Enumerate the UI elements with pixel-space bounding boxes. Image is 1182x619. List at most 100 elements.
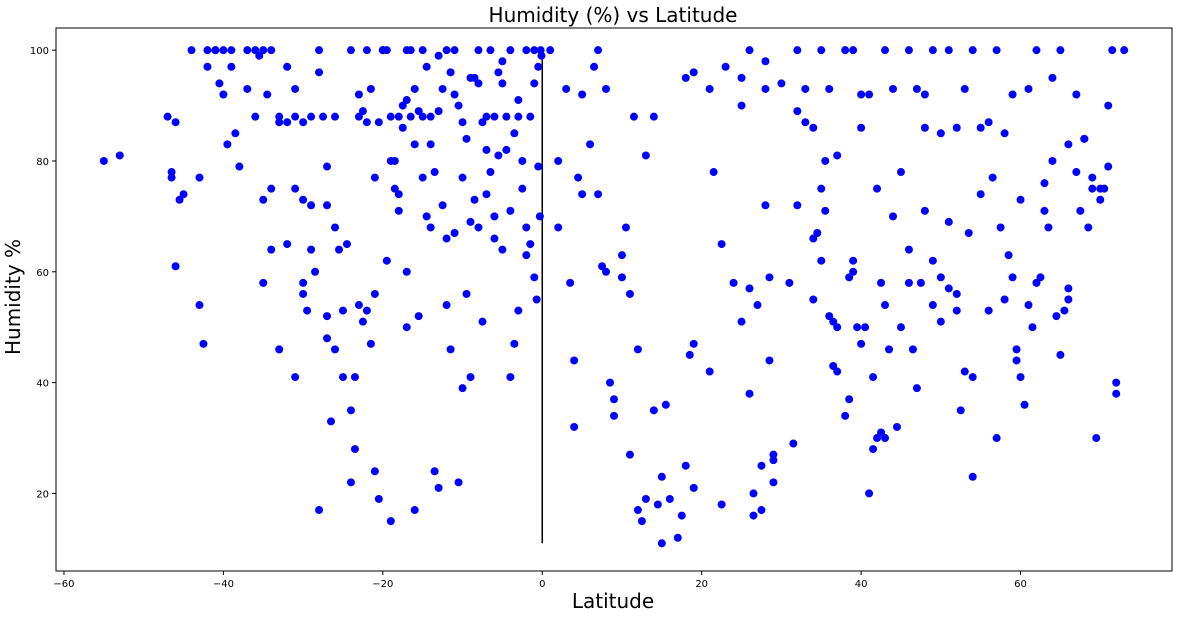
- data-point: [486, 168, 495, 177]
- data-point: [342, 240, 351, 249]
- data-point: [637, 517, 646, 526]
- data-point: [610, 411, 618, 420]
- data-point: [1084, 223, 1093, 232]
- data-point: [514, 112, 523, 121]
- data-point: [753, 301, 762, 310]
- data-point: [968, 472, 977, 481]
- x-tick-label: −20: [372, 579, 393, 590]
- data-point: [350, 373, 359, 382]
- data-point: [115, 151, 124, 160]
- data-point: [685, 350, 694, 359]
- data-point: [673, 533, 682, 542]
- data-point: [952, 306, 961, 315]
- data-point: [653, 500, 662, 509]
- data-point: [881, 301, 890, 310]
- data-point: [390, 184, 399, 193]
- data-point: [625, 450, 634, 459]
- data-point: [621, 223, 630, 232]
- data-point: [494, 151, 503, 160]
- data-point: [944, 217, 953, 226]
- data-point: [737, 101, 746, 110]
- data-point: [566, 278, 575, 287]
- data-point: [307, 201, 316, 210]
- data-point: [988, 173, 997, 182]
- data-point: [331, 345, 339, 354]
- data-point: [482, 112, 491, 121]
- data-point: [1120, 46, 1129, 55]
- data-point: [251, 112, 260, 121]
- data-point: [793, 107, 802, 116]
- data-point: [422, 62, 431, 71]
- data-point: [291, 373, 300, 382]
- data-point: [1000, 295, 1009, 304]
- data-point: [610, 395, 618, 404]
- data-point: [881, 46, 890, 55]
- data-point: [1016, 195, 1025, 204]
- data-point: [657, 472, 666, 481]
- data-point: [1096, 184, 1105, 193]
- data-point: [1008, 273, 1017, 282]
- data-point: [346, 406, 355, 415]
- data-point: [530, 79, 539, 88]
- data-point: [1088, 184, 1097, 193]
- data-point: [195, 301, 204, 310]
- data-point: [219, 46, 228, 55]
- data-point: [267, 184, 276, 193]
- data-point: [466, 373, 475, 382]
- data-point: [474, 79, 483, 88]
- data-point: [1036, 273, 1045, 282]
- data-point: [530, 273, 539, 282]
- x-tick-label: 0: [539, 579, 545, 590]
- data-point: [889, 212, 897, 221]
- data-point: [1012, 356, 1021, 365]
- data-point: [1064, 140, 1073, 149]
- data-point: [765, 356, 774, 365]
- data-point: [904, 46, 913, 55]
- data-point: [641, 151, 650, 160]
- data-point: [745, 389, 754, 398]
- data-point: [1048, 73, 1057, 82]
- data-point: [769, 450, 778, 459]
- x-axis-label: Latitude: [572, 589, 654, 613]
- data-point: [641, 494, 650, 503]
- data-point: [562, 84, 571, 93]
- data-point: [1004, 251, 1013, 260]
- data-point: [99, 156, 108, 165]
- data-point: [227, 62, 236, 71]
- data-point: [446, 68, 455, 77]
- data-point: [167, 168, 176, 177]
- data-point: [996, 223, 1005, 232]
- data-point: [813, 229, 822, 238]
- data-point: [633, 506, 642, 515]
- data-point: [502, 112, 511, 121]
- data-point: [402, 267, 411, 276]
- data-point: [857, 90, 866, 99]
- data-point: [825, 312, 834, 321]
- data-point: [179, 190, 188, 199]
- data-point: [1092, 434, 1101, 443]
- data-point: [554, 156, 563, 165]
- data-point: [303, 306, 312, 315]
- data-point: [418, 173, 427, 182]
- data-point: [1064, 284, 1073, 293]
- data-point: [785, 278, 794, 287]
- data-point: [617, 273, 626, 282]
- data-point: [984, 306, 993, 315]
- data-point: [267, 46, 276, 55]
- data-point: [438, 84, 447, 93]
- data-point: [426, 112, 435, 121]
- data-point: [454, 478, 463, 487]
- data-point: [498, 79, 507, 88]
- data-point: [809, 123, 818, 132]
- data-point: [259, 195, 268, 204]
- data-point: [928, 301, 937, 310]
- data-point: [857, 123, 866, 132]
- data-point: [885, 345, 894, 354]
- data-point: [366, 84, 375, 93]
- data-point: [537, 51, 546, 60]
- data-point: [594, 46, 603, 55]
- y-axis-label: Humidity %: [1, 239, 25, 355]
- data-point: [689, 339, 698, 348]
- data-point: [442, 234, 451, 243]
- data-point: [928, 46, 937, 55]
